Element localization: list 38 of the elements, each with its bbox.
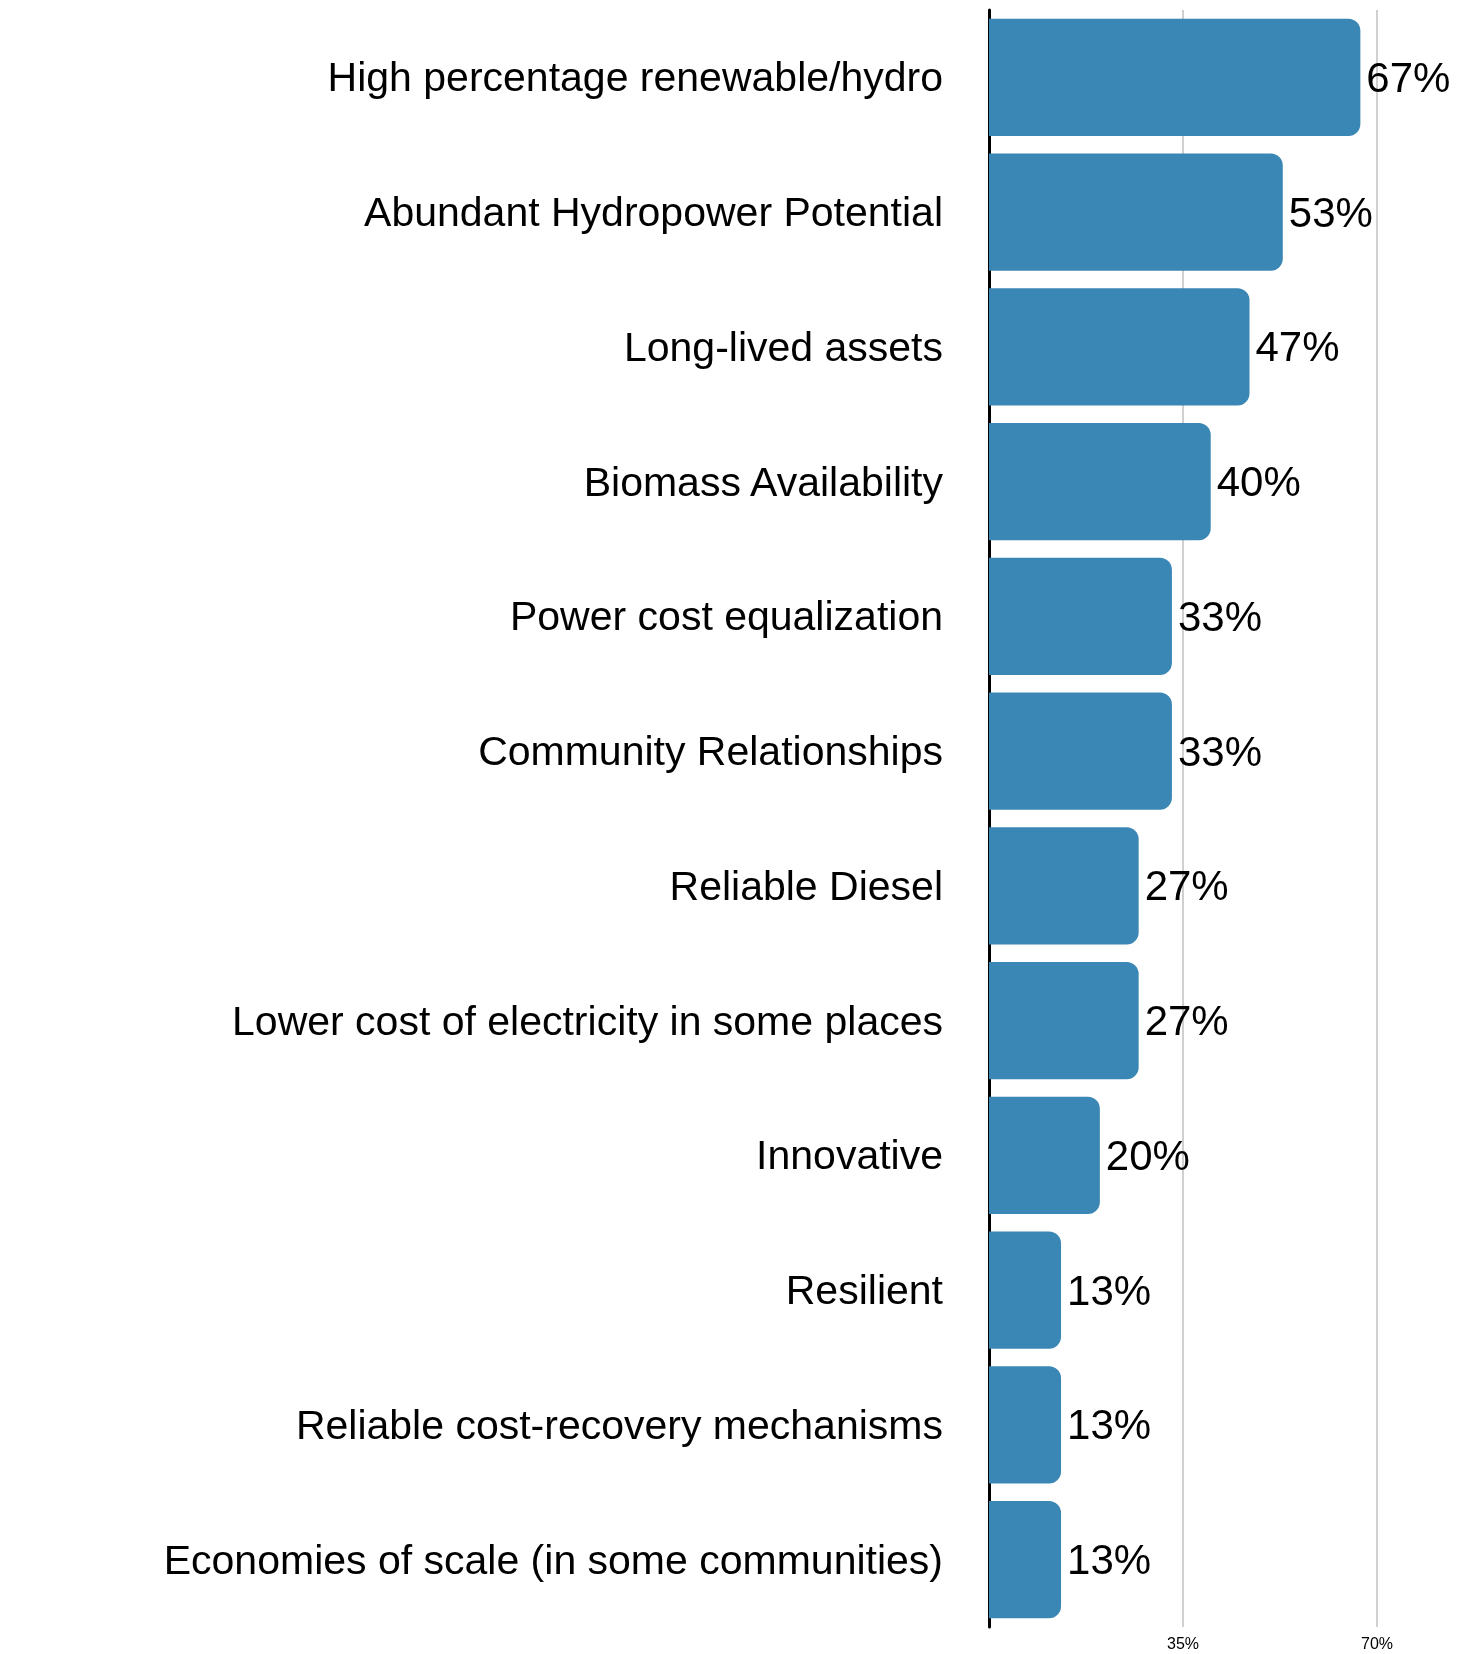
data-label: 27% [1144, 862, 1229, 910]
bar [989, 423, 1211, 541]
data-label: 33% [1177, 727, 1262, 775]
data-label: 13% [1067, 1401, 1152, 1449]
y-tick-label: Long-lived assets [623, 323, 943, 370]
bar [989, 962, 1139, 1080]
data-label: 27% [1144, 997, 1229, 1045]
data-label: 13% [1067, 1266, 1152, 1314]
bar [989, 18, 1361, 136]
bar [989, 827, 1139, 945]
y-tick-label: Reliable Diesel [669, 862, 943, 909]
bar [989, 1096, 1100, 1214]
data-label: 13% [1067, 1536, 1152, 1584]
y-tick-label: Economies of scale (in some communities) [163, 1536, 943, 1583]
bar [989, 1501, 1062, 1619]
y-tick-label: Abundant Hydropower Potential [364, 189, 943, 236]
data-label: 40% [1216, 458, 1301, 506]
data-label: 53% [1288, 188, 1373, 236]
y-tick-label: Reliable cost-recovery mechanisms [295, 1401, 943, 1448]
y-tick-label: Lower cost of electricity in some places [232, 997, 943, 1044]
y-tick-label: Innovative [756, 1132, 943, 1179]
data-label: 20% [1105, 1131, 1190, 1179]
x-tick-label: 35% [1166, 1634, 1200, 1652]
y-tick-label: High percentage renewable/hydro [327, 54, 943, 101]
bar [989, 1366, 1062, 1484]
data-label: 67% [1366, 53, 1451, 101]
y-tick-label: Power cost equalization [509, 593, 943, 640]
y-tick-label: Resilient [785, 1267, 944, 1314]
bar [989, 288, 1250, 406]
bar [989, 153, 1283, 271]
y-tick-label: Biomass Availability [583, 458, 944, 505]
bar [989, 692, 1172, 810]
x-tick-label: 70% [1360, 1634, 1394, 1652]
y-tick-label: Community Relationships [478, 728, 943, 775]
data-label: 47% [1255, 323, 1340, 371]
data-label: 33% [1177, 592, 1262, 640]
bar [989, 557, 1172, 675]
bar [989, 1231, 1062, 1349]
